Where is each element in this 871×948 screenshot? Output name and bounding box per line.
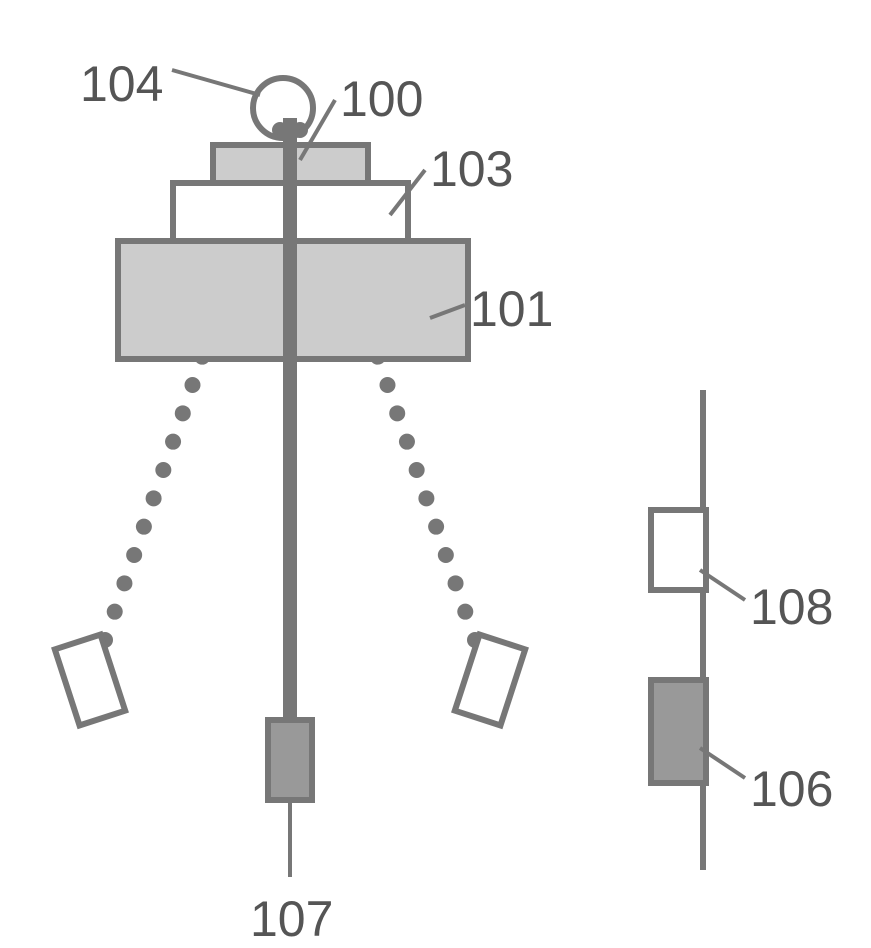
label-101: 101 xyxy=(470,280,553,338)
diagram-canvas: 104 100 103 101 108 106 107 xyxy=(0,0,871,941)
label-100: 100 xyxy=(340,70,423,128)
label-104: 104 xyxy=(80,55,163,113)
label-103: 103 xyxy=(430,140,513,198)
label-107: 107 xyxy=(250,890,333,948)
label-106: 106 xyxy=(750,760,833,818)
label-108: 108 xyxy=(750,578,833,636)
